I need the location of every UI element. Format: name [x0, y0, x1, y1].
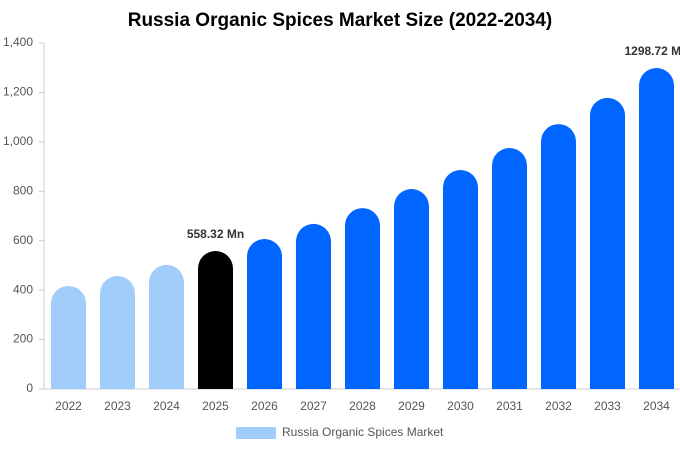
bar	[198, 251, 233, 389]
bar	[51, 285, 86, 389]
bar	[492, 148, 527, 389]
x-tick-label: 2029	[398, 399, 425, 413]
chart-title: Russia Organic Spices Market Size (2022-…	[128, 10, 553, 31]
y-tick-label: 200	[13, 332, 33, 346]
data-label: 558.32 Mn	[187, 227, 244, 241]
legend-label: Russia Organic Spices Market	[282, 425, 444, 439]
y-tick-label: 1,400	[3, 35, 33, 49]
x-tick-label: 2026	[251, 399, 278, 413]
bar	[345, 208, 380, 389]
bar	[394, 189, 429, 389]
x-tick-label: 2032	[545, 399, 572, 413]
bar	[443, 170, 478, 389]
bar	[590, 97, 625, 389]
bar	[296, 223, 331, 389]
x-tick-label: 2022	[55, 399, 82, 413]
y-tick-label: 1,200	[3, 85, 33, 99]
x-tick-label: 2030	[447, 399, 474, 413]
x-tick-label: 2033	[594, 399, 621, 413]
y-tick-label: 800	[13, 183, 33, 197]
x-tick-label: 2024	[153, 399, 180, 413]
bar	[247, 238, 282, 389]
y-tick-label: 0	[26, 381, 33, 395]
x-tick-label: 2028	[349, 399, 376, 413]
bar	[639, 68, 674, 389]
x-tick-label: 2034	[643, 399, 670, 413]
legend-swatch	[236, 427, 276, 439]
x-tick-label: 2027	[300, 399, 327, 413]
x-tick-label: 2023	[104, 399, 131, 413]
data-label: 1298.72 Mn	[624, 44, 680, 58]
bar	[100, 276, 135, 389]
y-tick-label: 1,000	[3, 134, 33, 148]
y-tick-label: 400	[13, 282, 33, 296]
bar	[149, 264, 184, 389]
x-tick-label: 2031	[496, 399, 523, 413]
y-tick-label: 600	[13, 233, 33, 247]
bar	[541, 124, 576, 389]
x-tick-label: 2025	[202, 399, 229, 413]
